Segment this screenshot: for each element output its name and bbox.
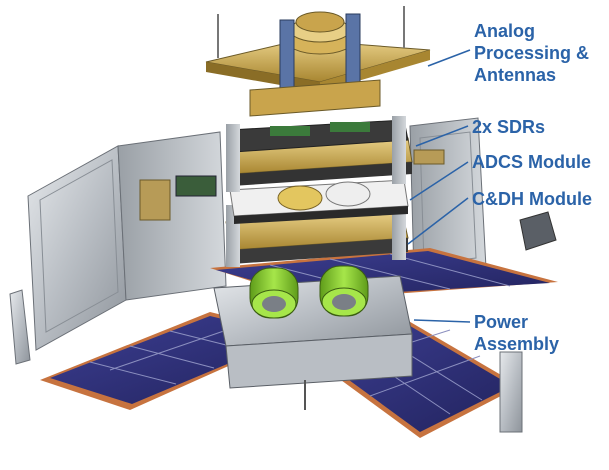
label-power-assembly: Power Assembly bbox=[474, 311, 559, 355]
label-power-line-1: Power bbox=[474, 312, 529, 332]
label-analog-processing-antennas: Analog Processing & Antennas bbox=[474, 20, 589, 86]
leader-power bbox=[413, 319, 471, 323]
leader-analog bbox=[427, 49, 471, 67]
adcs-module bbox=[229, 179, 409, 224]
leader-adcs bbox=[409, 161, 469, 201]
analog-processing-antennas bbox=[205, 6, 431, 117]
label-analog-line-3: Antennas bbox=[474, 65, 557, 85]
label-sdrs: 2x SDRs bbox=[472, 117, 546, 137]
power-assembly bbox=[213, 265, 413, 410]
left-antenna-tab bbox=[9, 289, 31, 365]
left-side-panel bbox=[27, 131, 227, 351]
sdr-stack bbox=[226, 116, 413, 192]
leader-sdr bbox=[415, 125, 469, 147]
label-analog-line-2: Processing & bbox=[474, 43, 590, 63]
label-adcs-module: ADCS Module bbox=[472, 152, 591, 172]
leader-cdh bbox=[407, 197, 469, 245]
right-side-panel bbox=[409, 117, 557, 277]
leader-lines bbox=[407, 49, 471, 323]
label-cdh-module: C&DH Module bbox=[472, 189, 592, 209]
label-analog-line-1: Analog bbox=[474, 21, 535, 41]
label-power-line-2: Assembly bbox=[474, 334, 560, 354]
